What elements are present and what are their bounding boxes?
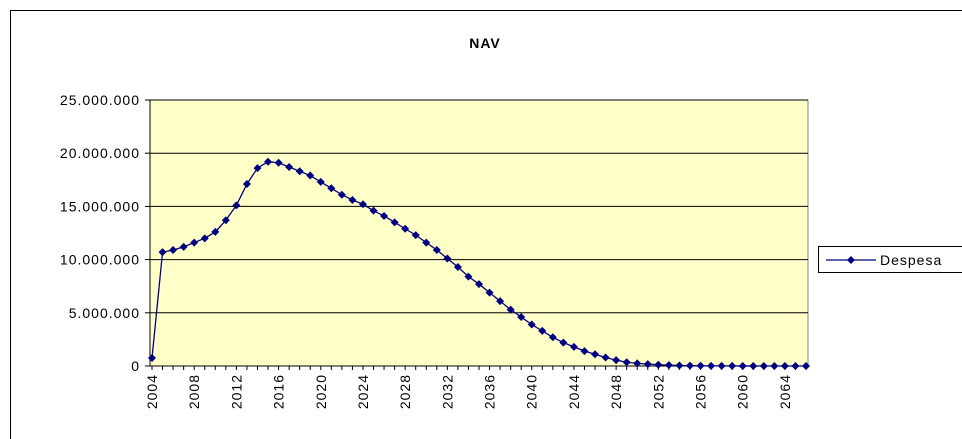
marker	[485, 288, 494, 297]
x-tick-label: 2004	[144, 374, 160, 409]
chart-title: NAV	[469, 35, 501, 51]
marker	[527, 320, 536, 329]
marker	[780, 361, 789, 370]
marker	[453, 263, 462, 272]
marker	[707, 361, 716, 370]
marker	[169, 246, 178, 255]
x-tick-label: 2048	[608, 374, 624, 409]
x-tick-label: 2036	[482, 374, 498, 409]
marker	[548, 333, 557, 342]
marker	[369, 206, 378, 215]
marker	[380, 211, 389, 220]
marker	[475, 280, 483, 289]
marker	[612, 356, 621, 365]
marker	[675, 361, 684, 370]
marker	[190, 238, 199, 247]
marker	[728, 361, 737, 370]
x-tick-label: 2032	[439, 374, 455, 409]
marker	[274, 158, 283, 167]
marker	[770, 361, 779, 370]
x-tick-label: 2056	[693, 374, 709, 409]
marker	[685, 361, 694, 370]
marker	[401, 224, 410, 233]
x-tick-label: 2052	[650, 374, 666, 409]
marker	[327, 184, 336, 193]
marker	[538, 326, 547, 335]
marker	[158, 248, 167, 257]
marker	[295, 167, 304, 176]
marker	[306, 171, 315, 180]
marker	[232, 201, 241, 210]
marker	[422, 238, 431, 247]
x-tick-label: 2012	[228, 374, 244, 409]
x-tick-label: 2064	[777, 374, 793, 409]
marker	[569, 342, 578, 351]
marker	[285, 163, 294, 172]
y-tick-label: 10.000.000	[60, 252, 140, 268]
marker	[738, 361, 747, 370]
x-tick-label: 2008	[186, 374, 202, 409]
marker	[643, 360, 652, 369]
marker	[654, 360, 663, 369]
marker	[443, 254, 452, 263]
marker	[221, 216, 230, 225]
marker	[264, 157, 273, 166]
legend-label: Despesa	[880, 252, 942, 268]
marker	[337, 190, 346, 199]
y-tick-label: 0	[131, 358, 140, 374]
marker	[791, 361, 800, 370]
marker	[179, 242, 188, 251]
x-tick-label: 2016	[271, 374, 287, 409]
y-tick-label: 20.000.000	[60, 145, 140, 161]
marker	[253, 164, 262, 173]
marker	[580, 347, 589, 356]
marker	[633, 359, 642, 368]
y-tick-label: 25.000.000	[60, 92, 140, 108]
marker	[601, 353, 610, 362]
marker	[242, 180, 251, 189]
y-tick-label: 5.000.000	[69, 305, 140, 321]
legend-marker	[847, 256, 855, 264]
marker	[506, 305, 515, 314]
marker	[358, 200, 367, 209]
x-tick-label: 2044	[566, 374, 582, 409]
x-tick-label: 2040	[524, 374, 540, 409]
marker	[717, 361, 726, 370]
marker	[696, 361, 705, 370]
marker	[200, 234, 209, 243]
marker	[211, 227, 220, 236]
marker	[390, 218, 399, 227]
marker	[517, 313, 526, 322]
marker	[148, 354, 156, 363]
x-tick-label: 2024	[355, 374, 371, 409]
x-tick-label: 2020	[313, 374, 329, 409]
marker	[316, 177, 325, 186]
marker	[348, 196, 357, 205]
y-tick-label: 15.000.000	[60, 198, 140, 214]
plot-area	[149, 99, 809, 367]
marker	[432, 246, 441, 255]
x-tick-label: 2028	[397, 374, 413, 409]
marker	[802, 362, 810, 370]
marker	[664, 361, 673, 370]
marker	[591, 350, 600, 359]
marker	[749, 361, 758, 370]
marker	[559, 338, 568, 347]
marker	[464, 272, 473, 281]
x-tick-label: 2060	[735, 374, 751, 409]
marker	[759, 361, 768, 370]
marker	[411, 231, 420, 240]
marker	[496, 297, 505, 306]
marker	[622, 358, 631, 367]
